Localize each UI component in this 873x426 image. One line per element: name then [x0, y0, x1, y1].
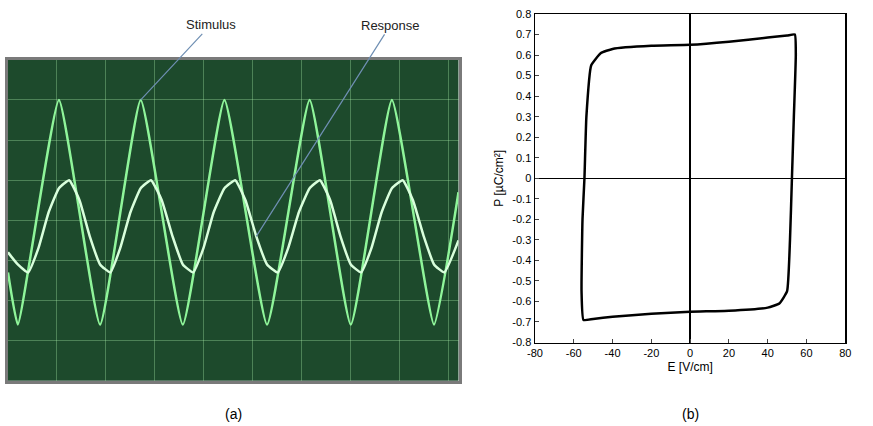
svg-text:0.2: 0.2	[516, 131, 531, 143]
svg-text:0: 0	[687, 347, 693, 359]
svg-text:-0.5: -0.5	[512, 275, 531, 287]
svg-text:0.6: 0.6	[516, 49, 531, 61]
svg-text:P [µC/cm²]: P [µC/cm²]	[492, 150, 506, 207]
svg-text:0.7: 0.7	[516, 28, 531, 40]
svg-text:0.5: 0.5	[516, 69, 531, 81]
svg-text:-0.2: -0.2	[512, 213, 531, 225]
svg-text:60: 60	[800, 347, 812, 359]
svg-text:E [V/cm]: E [V/cm]	[667, 360, 712, 374]
svg-text:0.1: 0.1	[516, 152, 531, 164]
svg-text:Response: Response	[361, 18, 420, 33]
svg-text:-0.4: -0.4	[512, 254, 531, 266]
svg-text:0.3: 0.3	[516, 111, 531, 123]
svg-text:20: 20	[723, 347, 735, 359]
svg-text:80: 80	[839, 347, 851, 359]
svg-text:-80: -80	[527, 347, 543, 359]
svg-text:(b): (b)	[682, 406, 699, 422]
svg-text:0.4: 0.4	[516, 90, 531, 102]
svg-text:0: 0	[525, 172, 531, 184]
svg-text:40: 40	[762, 347, 774, 359]
svg-text:0.8: 0.8	[516, 8, 531, 20]
svg-text:-20: -20	[643, 347, 659, 359]
svg-text:-60: -60	[566, 347, 582, 359]
svg-text:-0.1: -0.1	[512, 193, 531, 205]
svg-text:-40: -40	[605, 347, 621, 359]
svg-text:-0.7: -0.7	[512, 316, 531, 328]
svg-text:Stimulus: Stimulus	[186, 17, 236, 32]
svg-text:-0.6: -0.6	[512, 295, 531, 307]
svg-text:-0.3: -0.3	[512, 234, 531, 246]
svg-text:(a): (a)	[225, 406, 242, 422]
svg-text:-0.8: -0.8	[512, 336, 531, 348]
